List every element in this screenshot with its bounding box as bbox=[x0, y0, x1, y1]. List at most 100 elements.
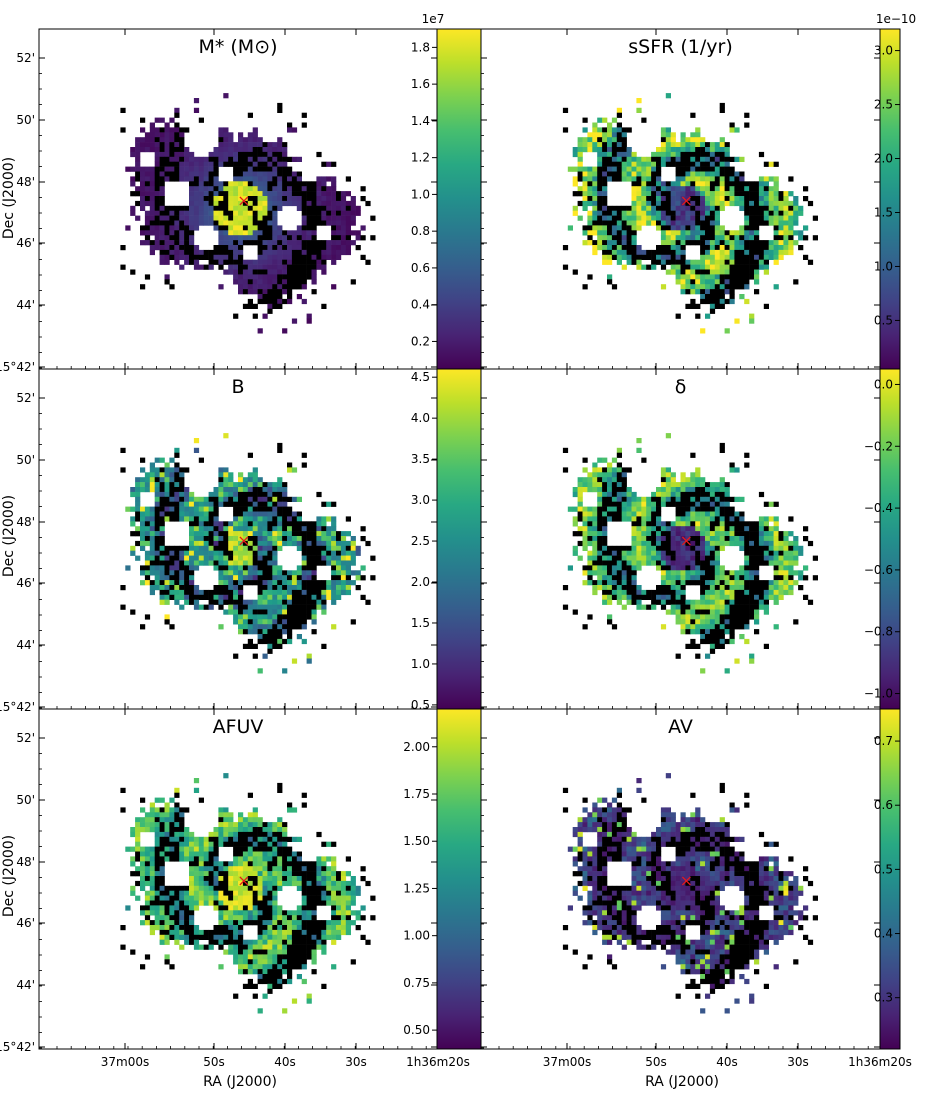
heatmap-cell bbox=[611, 594, 618, 600]
colorbar-tick-label: 0.0 bbox=[874, 377, 893, 391]
heatmap-cell bbox=[670, 249, 676, 256]
heatmap-cell bbox=[602, 585, 608, 591]
heatmap-cell bbox=[296, 609, 302, 615]
heatmap-cell bbox=[159, 147, 165, 153]
heatmap-cell bbox=[257, 841, 263, 847]
heatmap-cell bbox=[778, 589, 784, 596]
heatmap-cell bbox=[198, 560, 204, 566]
heatmap-cell bbox=[208, 871, 214, 877]
heatmap-cell bbox=[223, 831, 229, 838]
heatmap-cell bbox=[680, 545, 686, 551]
heatmap-cell bbox=[159, 151, 165, 158]
heatmap-cell bbox=[597, 196, 603, 202]
heatmap-cell bbox=[213, 599, 219, 605]
heatmap-cell bbox=[714, 634, 720, 640]
heatmap-cell bbox=[296, 254, 302, 260]
heatmap-cell bbox=[714, 230, 720, 236]
heatmap-cell bbox=[213, 861, 219, 867]
heatmap-cell bbox=[616, 137, 622, 143]
heatmap-cell bbox=[705, 496, 711, 502]
heatmap-cell bbox=[257, 482, 263, 488]
heatmap-cell bbox=[714, 506, 720, 512]
heatmap-cell bbox=[719, 540, 725, 547]
heatmap-cell bbox=[291, 540, 298, 547]
heatmap-cell bbox=[267, 308, 273, 314]
heatmap-cell bbox=[252, 259, 258, 265]
heatmap-cell bbox=[768, 220, 774, 226]
heatmap-cell bbox=[257, 540, 263, 547]
heatmap-cell bbox=[739, 235, 745, 241]
heatmap-cell bbox=[626, 565, 632, 571]
heatmap-cell bbox=[213, 196, 219, 202]
heatmap-cell bbox=[135, 191, 141, 197]
heatmap-cell bbox=[179, 210, 185, 216]
heatmap-cell bbox=[287, 807, 293, 813]
heatmap-cell bbox=[724, 516, 730, 522]
heatmap-cell bbox=[597, 536, 603, 542]
heatmap-cell bbox=[252, 599, 258, 605]
heatmap-cell bbox=[695, 147, 701, 153]
heatmap-cell bbox=[159, 526, 165, 532]
heatmap-cell bbox=[812, 235, 818, 241]
heatmap-cell bbox=[218, 264, 224, 270]
heatmap-cell bbox=[577, 482, 583, 488]
heatmap-cell bbox=[262, 585, 268, 591]
heatmap-cell bbox=[656, 181, 662, 187]
heatmap-cell bbox=[296, 181, 302, 187]
heatmap-cell bbox=[140, 861, 146, 867]
heatmap-cell bbox=[714, 254, 720, 260]
heatmap-cell bbox=[238, 181, 244, 187]
heatmap-cell bbox=[287, 511, 293, 517]
heatmap-cell bbox=[587, 210, 593, 216]
heatmap-cell bbox=[208, 536, 214, 542]
heatmap-cell bbox=[700, 482, 706, 488]
heatmap-cell bbox=[739, 284, 745, 290]
heatmap-cell bbox=[597, 516, 603, 522]
heatmap-cells bbox=[562, 93, 818, 334]
heatmap-cell bbox=[130, 521, 136, 527]
heatmap-cell bbox=[763, 555, 769, 561]
heatmap-cell bbox=[291, 264, 298, 270]
heatmap-cell bbox=[238, 589, 244, 596]
heatmap-cell bbox=[675, 550, 681, 556]
heatmap-cell bbox=[159, 186, 165, 192]
heatmap-cell bbox=[724, 521, 730, 527]
heatmap-cell bbox=[355, 575, 361, 581]
heatmap-cell bbox=[316, 245, 322, 251]
heatmap-cell bbox=[311, 599, 317, 605]
heatmap-cell bbox=[587, 230, 593, 236]
heatmap-cell bbox=[218, 151, 224, 158]
heatmap-cell bbox=[719, 638, 725, 645]
heatmap-cell bbox=[680, 482, 686, 488]
heatmap-cell bbox=[607, 589, 613, 596]
dec-tick-label: +15°42' bbox=[0, 700, 35, 714]
heatmap-cell bbox=[135, 142, 141, 148]
heatmap-cell bbox=[316, 205, 322, 211]
heatmap-cell bbox=[749, 200, 755, 207]
heatmap-cell bbox=[301, 531, 307, 537]
heatmap-cell bbox=[233, 822, 239, 828]
heatmap-cell bbox=[233, 235, 239, 241]
heatmap-cell bbox=[311, 604, 317, 610]
colorbar-tick-label: 4.0 bbox=[411, 411, 430, 425]
heatmap-cell bbox=[651, 156, 657, 162]
heatmap-cell bbox=[326, 866, 332, 872]
heatmap-cell bbox=[587, 482, 593, 488]
heatmap-cell bbox=[592, 191, 598, 197]
heatmap-cell bbox=[626, 467, 632, 473]
heatmap-cell bbox=[257, 328, 263, 334]
heatmap-cell bbox=[719, 531, 725, 537]
heatmap-cell bbox=[321, 240, 327, 246]
heatmap-cell bbox=[670, 225, 676, 231]
heatmap-cell bbox=[690, 186, 696, 192]
heatmap-cell bbox=[651, 200, 657, 207]
heatmap-cell bbox=[193, 220, 200, 226]
heatmap-cell bbox=[714, 629, 720, 635]
heatmap-cell bbox=[179, 604, 185, 610]
heatmap-cell bbox=[144, 166, 151, 172]
heatmap-cell bbox=[355, 235, 361, 241]
heatmap-cell bbox=[311, 540, 317, 547]
heatmap-cell bbox=[665, 482, 671, 488]
heatmap-cell bbox=[754, 604, 760, 610]
heatmap-cell bbox=[709, 555, 716, 561]
